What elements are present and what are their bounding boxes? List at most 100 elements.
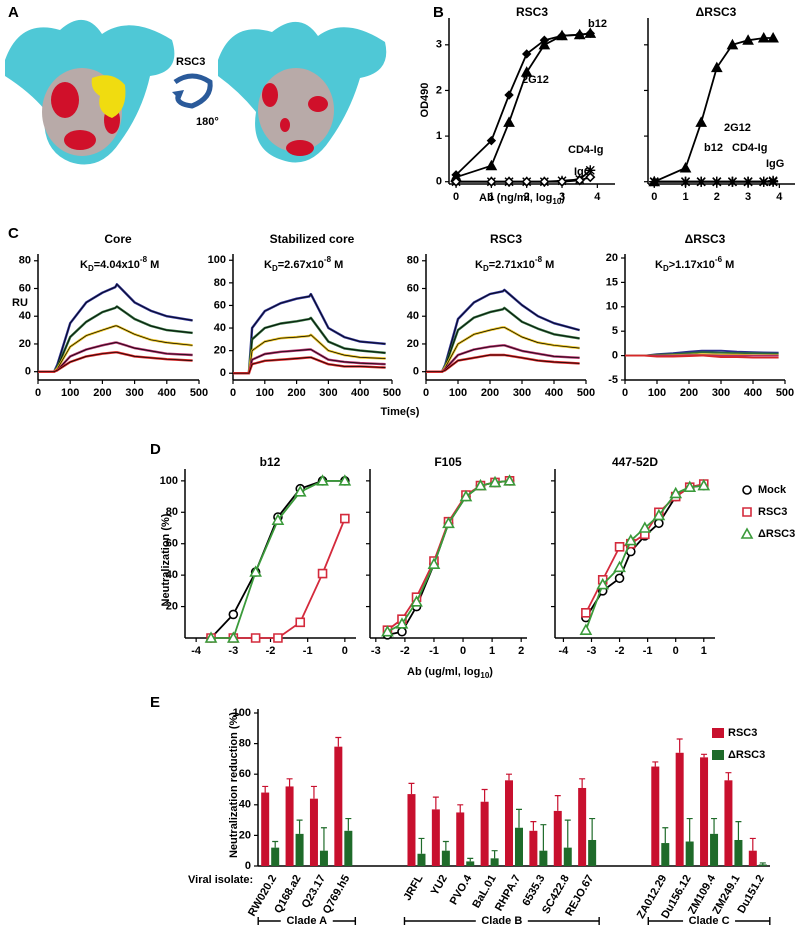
kd-label-part: >1.17x10	[669, 259, 715, 271]
x-tick-label: 200	[481, 387, 499, 399]
y-tick-label: 1	[436, 130, 442, 142]
x-axis-label-part: )	[489, 666, 493, 678]
data-point	[624, 533, 638, 546]
kd-label-part: -8	[140, 255, 148, 264]
y-axis-label: Neutralization (%)	[160, 513, 172, 606]
kd-label-part: K	[475, 259, 483, 271]
error-bar	[408, 782, 415, 795]
data-point	[250, 633, 261, 643]
legend-swatch	[712, 728, 724, 738]
x-tick-label: 1	[701, 645, 707, 657]
data-point	[613, 560, 626, 573]
bar	[480, 801, 489, 866]
series-label: 2G12	[724, 122, 751, 134]
x-tick-label: -2	[400, 645, 410, 657]
series-label: b12	[588, 18, 607, 30]
bar	[441, 850, 450, 866]
x-tick-label: 0	[423, 387, 429, 399]
y-tick-label: 0	[413, 366, 419, 378]
data-point	[204, 631, 218, 643]
y-tick-label: 20	[606, 252, 618, 264]
data-point	[679, 161, 692, 173]
x-tick-label: -4	[191, 645, 202, 657]
error-bar	[296, 819, 303, 834]
x-tick-label: 1	[682, 191, 688, 203]
error-bar	[686, 817, 693, 842]
data-point	[614, 542, 625, 552]
x-tick-label: 1	[488, 191, 494, 203]
x-tick-label: 200	[680, 387, 698, 399]
legend-marker	[742, 507, 752, 517]
data-point	[654, 518, 664, 529]
kd-label-part: K	[264, 259, 272, 271]
x-tick-label: -2	[266, 645, 276, 657]
bar	[734, 839, 743, 866]
y-tick-label: 80	[19, 255, 31, 267]
bar	[456, 812, 465, 866]
data-point	[669, 486, 683, 499]
x-axis-label-part: Ab (ug/ml, log	[407, 666, 480, 678]
data-point	[696, 176, 707, 187]
surface	[280, 118, 290, 132]
chart-title: 447-52D	[612, 455, 658, 469]
chart-title: Stabilized core	[270, 232, 355, 246]
kd-label-part: M	[331, 259, 343, 271]
y-tick-label: 100	[208, 254, 226, 266]
y-tick-label: 20	[239, 829, 251, 841]
data-point	[488, 475, 502, 488]
bar	[710, 833, 719, 866]
x-tick-label: 0	[230, 387, 236, 399]
x-tick-label: 200	[287, 387, 305, 399]
fit-line	[38, 351, 193, 373]
data-point	[711, 176, 722, 187]
legend-label: ΔRSC3	[728, 749, 765, 761]
bar	[295, 833, 304, 866]
error-bar	[272, 840, 279, 848]
legend-swatch	[712, 750, 724, 760]
group-label-bg	[280, 914, 333, 928]
y-tick-label: 60	[239, 768, 251, 780]
y-axis-label: OD490	[419, 83, 431, 118]
x-tick-label: 300	[513, 387, 531, 399]
y-tick-label: 100	[160, 475, 178, 487]
bar	[563, 847, 572, 866]
fit-line	[233, 317, 386, 374]
bar	[417, 853, 426, 866]
x-axis-label-part: 10	[552, 197, 561, 206]
x-axis-label-part: 10	[480, 671, 489, 680]
x-tick-label: -1	[303, 645, 313, 657]
surface	[51, 82, 79, 118]
data-point	[585, 172, 596, 183]
error-bar	[589, 817, 596, 840]
x-tick-label: -4	[559, 645, 570, 657]
bar	[553, 810, 562, 866]
data-point	[695, 116, 708, 127]
data-point	[427, 557, 441, 569]
panel-letter: E	[150, 694, 160, 711]
kd-label-part: =2.71x10	[489, 259, 535, 271]
x-tick-label: 400	[158, 387, 176, 399]
bar	[334, 746, 343, 866]
y-tick-label: 0	[612, 350, 618, 362]
series-label: 2G12	[522, 74, 549, 86]
error-bar	[506, 773, 512, 781]
y-tick-label: 40	[19, 310, 31, 322]
y-tick-label: 0	[436, 176, 442, 188]
surface	[91, 75, 126, 118]
kd-label-part: K	[80, 259, 88, 271]
data-point	[649, 176, 660, 187]
x-axis-label: Viral isolate:	[188, 874, 253, 886]
error-bar	[286, 778, 293, 787]
x-tick-label: 400	[351, 387, 369, 399]
y-tick-label: 60	[166, 538, 178, 550]
legend-marker	[740, 527, 754, 539]
panel-letter: D	[150, 441, 161, 458]
x-axis-label-part: )	[561, 192, 565, 204]
x-tick-label: 0	[453, 191, 459, 203]
bar	[271, 847, 280, 866]
x-tick-label: 100	[449, 387, 467, 399]
y-tick-label: 20	[19, 338, 31, 350]
data-point	[638, 521, 652, 533]
error-bar	[467, 857, 474, 862]
